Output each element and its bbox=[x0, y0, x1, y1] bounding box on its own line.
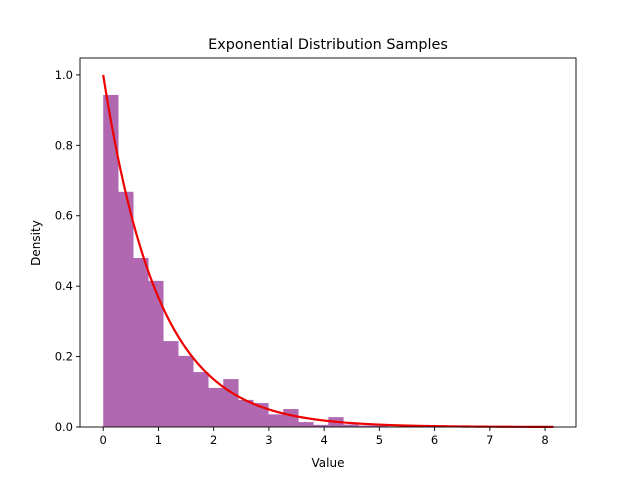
x-tick-label: 3 bbox=[265, 433, 272, 447]
y-tick-label: 0.2 bbox=[55, 350, 73, 364]
x-tick-label: 7 bbox=[486, 433, 493, 447]
y-axis-label: Density bbox=[29, 220, 43, 266]
x-tick-label: 2 bbox=[210, 433, 217, 447]
x-tick-label: 1 bbox=[155, 433, 162, 447]
x-tick-label: 0 bbox=[100, 433, 107, 447]
x-axis-ticks: 0 1 2 3 4 5 6 7 8 bbox=[100, 427, 549, 447]
y-tick-label: 0.8 bbox=[55, 138, 73, 152]
x-tick-label: 4 bbox=[320, 433, 327, 447]
x-tick-label: 6 bbox=[431, 433, 438, 447]
chart-title: Exponential Distribution Samples bbox=[208, 37, 448, 53]
histogram-bar bbox=[208, 388, 223, 427]
histogram-bar bbox=[133, 258, 148, 427]
histogram-bar bbox=[163, 341, 178, 427]
y-tick-label: 1.0 bbox=[55, 68, 73, 82]
x-axis-label: Value bbox=[312, 456, 345, 470]
y-tick-label: 0.6 bbox=[55, 209, 73, 223]
histogram-bar bbox=[298, 422, 313, 427]
histogram-bar bbox=[283, 409, 298, 427]
histogram-bar bbox=[118, 192, 133, 427]
y-tick-label: 0.0 bbox=[55, 420, 73, 434]
x-tick-label: 8 bbox=[541, 433, 548, 447]
x-tick-label: 5 bbox=[376, 433, 383, 447]
histogram-bars bbox=[103, 95, 553, 427]
y-tick-label: 0.4 bbox=[55, 279, 73, 293]
histogram-bar bbox=[268, 414, 283, 427]
histogram-bar bbox=[178, 356, 193, 427]
y-axis-ticks: 0.0 0.2 0.4 0.6 0.8 1.0 bbox=[55, 68, 80, 434]
histogram-bar bbox=[193, 372, 208, 427]
histogram-bar bbox=[223, 379, 238, 427]
